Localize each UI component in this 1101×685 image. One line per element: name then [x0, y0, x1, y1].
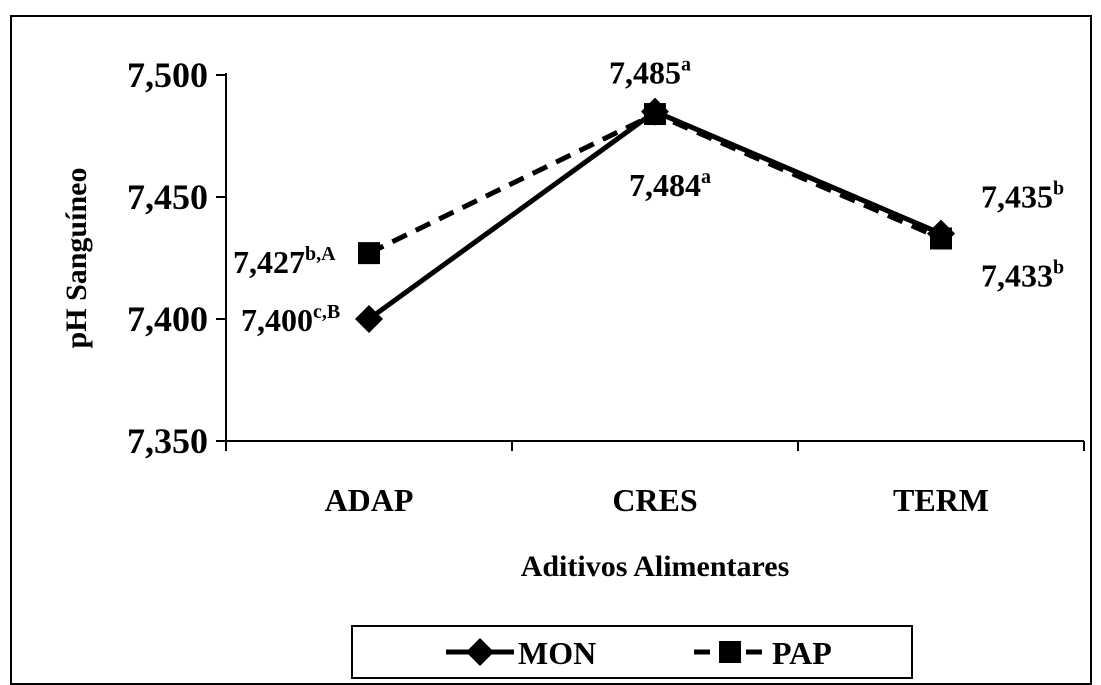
data-point-pap — [644, 103, 666, 126]
legend-label-pap: PAP — [772, 635, 832, 671]
y-tick-label: 7,500 — [127, 55, 208, 95]
legend-box — [351, 625, 913, 679]
x-category-label: TERM — [893, 482, 989, 518]
x-axis-title: Aditivos Alimentares — [521, 550, 790, 583]
x-category-label: CRES — [612, 482, 697, 518]
axes — [216, 73, 1085, 451]
data-label-pap: 7,433b — [981, 256, 1064, 293]
legend-marker-mon — [466, 638, 494, 666]
y-tick-label: 7,400 — [127, 299, 208, 339]
data-point-pap — [358, 242, 380, 265]
series-lines — [367, 108, 942, 322]
series-markers — [355, 97, 955, 333]
y-axis-title: pH Sanguíneo — [60, 168, 93, 349]
chart-frame — [10, 15, 1092, 685]
data-point-mon — [355, 305, 383, 333]
x-category-label: ADAP — [325, 482, 414, 518]
data-label-pap: 7,427b,A — [233, 243, 336, 280]
y-tick-labels: 7,350 7,400 7,450 7,500 — [127, 55, 208, 461]
series-line-mon — [367, 108, 942, 322]
legend-label-mon: MON — [518, 635, 596, 671]
y-tick-label: 7,450 — [127, 177, 208, 217]
data-point-pap — [930, 227, 952, 250]
y-tick-label: 7,350 — [127, 421, 208, 461]
data-label-mon: 7,435b — [981, 178, 1064, 215]
data-label-pap: 7,484a — [629, 166, 711, 203]
data-label-mon: 7,400c,B — [241, 301, 340, 338]
legend-marker-pap — [719, 641, 741, 663]
x-category-labels: ADAP CRES TERM — [325, 482, 989, 518]
legend: MON PAP — [351, 625, 913, 679]
data-label-mon: 7,485a — [609, 54, 691, 91]
data-labels: 7,400c,B 7,485a 7,435b 7,427b,A 7,484a 7,433b — [233, 54, 1064, 338]
